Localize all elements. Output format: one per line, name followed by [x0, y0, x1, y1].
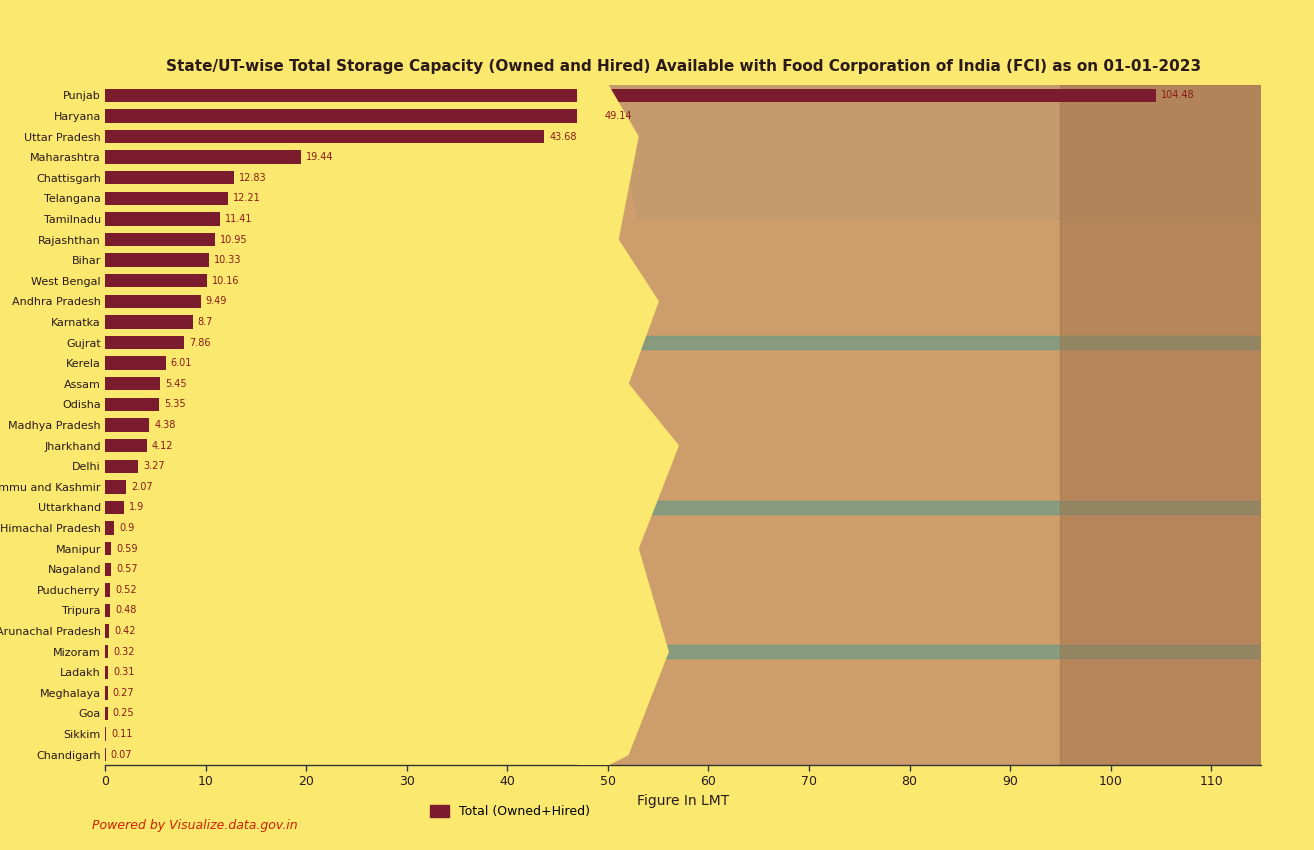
Text: 4.38: 4.38: [154, 420, 176, 430]
Bar: [105, 604, 110, 617]
Text: 19.44: 19.44: [306, 152, 334, 162]
Text: 5.35: 5.35: [164, 400, 185, 410]
Bar: [105, 480, 126, 494]
Text: 0.57: 0.57: [116, 564, 138, 575]
Text: 0.27: 0.27: [113, 688, 134, 698]
Bar: [105, 295, 201, 308]
Bar: [105, 707, 108, 720]
Bar: [105, 315, 193, 329]
Text: 10.33: 10.33: [214, 255, 242, 265]
Text: 4.12: 4.12: [151, 440, 173, 450]
Text: 10.95: 10.95: [221, 235, 248, 245]
Text: 12.21: 12.21: [233, 193, 260, 203]
Text: 3.27: 3.27: [143, 462, 164, 471]
Bar: [105, 542, 112, 555]
Bar: [105, 233, 215, 246]
X-axis label: Figure In LMT: Figure In LMT: [637, 794, 729, 808]
Polygon shape: [578, 85, 1261, 765]
Bar: [105, 150, 301, 164]
Bar: [105, 625, 109, 638]
Text: 0.42: 0.42: [114, 626, 135, 636]
Bar: [105, 356, 166, 370]
Title: State/UT-wise Total Storage Capacity (Owned and Hired) Available with Food Corpo: State/UT-wise Total Storage Capacity (Ow…: [166, 60, 1201, 74]
Text: 7.86: 7.86: [189, 337, 210, 348]
Text: 0.11: 0.11: [112, 729, 133, 740]
Bar: [105, 88, 1155, 102]
Bar: [105, 645, 108, 659]
Polygon shape: [608, 502, 1261, 513]
Text: 6.01: 6.01: [171, 358, 192, 368]
Bar: [105, 377, 160, 390]
Text: 49.14: 49.14: [604, 110, 632, 121]
Text: 0.59: 0.59: [116, 544, 138, 553]
Text: 104.48: 104.48: [1160, 90, 1194, 100]
Bar: [105, 253, 209, 267]
Text: 10.16: 10.16: [213, 275, 240, 286]
Polygon shape: [608, 85, 1261, 219]
Bar: [105, 336, 184, 349]
Bar: [105, 521, 114, 535]
Text: 9.49: 9.49: [205, 297, 227, 306]
Bar: [105, 274, 208, 287]
Text: 8.7: 8.7: [197, 317, 213, 327]
Bar: [105, 171, 234, 184]
Text: 0.31: 0.31: [113, 667, 134, 677]
Bar: [105, 130, 544, 143]
Polygon shape: [608, 337, 1261, 348]
Bar: [105, 460, 138, 473]
Legend: Total (Owned+Hired): Total (Owned+Hired): [424, 801, 595, 824]
Text: 0.25: 0.25: [113, 709, 134, 718]
Text: 12.83: 12.83: [239, 173, 267, 183]
Bar: [105, 666, 108, 679]
Text: 11.41: 11.41: [225, 214, 252, 224]
Text: 1.9: 1.9: [129, 502, 145, 513]
Bar: [105, 563, 110, 576]
Text: 5.45: 5.45: [166, 379, 187, 388]
Text: 0.9: 0.9: [120, 523, 134, 533]
Bar: [105, 439, 147, 452]
Text: 2.07: 2.07: [131, 482, 152, 492]
Text: 43.68: 43.68: [549, 132, 577, 141]
Text: 0.32: 0.32: [113, 647, 135, 657]
Polygon shape: [578, 85, 678, 765]
Polygon shape: [608, 645, 1261, 658]
Text: 0.07: 0.07: [110, 750, 133, 760]
Bar: [105, 418, 150, 432]
Text: 0.52: 0.52: [116, 585, 137, 595]
Bar: [105, 686, 108, 700]
Bar: [105, 212, 219, 225]
Text: 0.48: 0.48: [114, 605, 137, 615]
Text: Powered by Visualize.data.gov.in: Powered by Visualize.data.gov.in: [92, 819, 297, 832]
Bar: [105, 501, 125, 514]
Bar: [105, 583, 110, 597]
Bar: [105, 398, 159, 411]
Polygon shape: [1060, 85, 1261, 765]
Bar: [105, 109, 599, 122]
Bar: [105, 191, 227, 205]
